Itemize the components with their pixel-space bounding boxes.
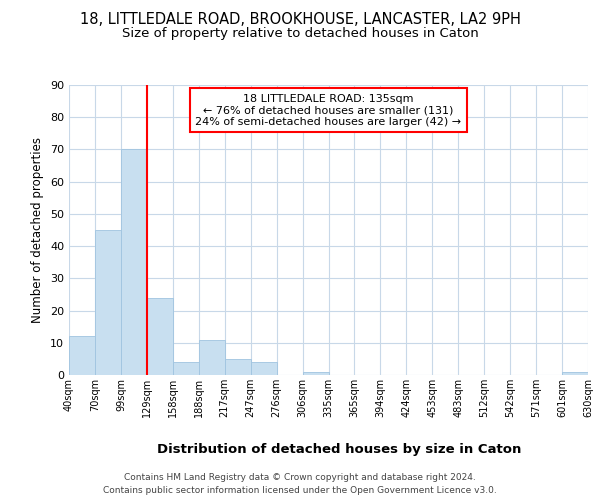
Bar xyxy=(69,336,95,375)
Text: Size of property relative to detached houses in Caton: Size of property relative to detached ho… xyxy=(122,28,478,40)
Text: Contains HM Land Registry data © Crown copyright and database right 2024.: Contains HM Land Registry data © Crown c… xyxy=(124,472,476,482)
Bar xyxy=(95,230,121,375)
Text: 18 LITTLEDALE ROAD: 135sqm
← 76% of detached houses are smaller (131)
24% of sem: 18 LITTLEDALE ROAD: 135sqm ← 76% of deta… xyxy=(196,94,461,127)
Bar xyxy=(173,362,199,375)
Text: Contains public sector information licensed under the Open Government Licence v3: Contains public sector information licen… xyxy=(103,486,497,495)
Bar xyxy=(562,372,588,375)
Text: Distribution of detached houses by size in Caton: Distribution of detached houses by size … xyxy=(157,442,521,456)
Bar xyxy=(251,362,277,375)
Text: 18, LITTLEDALE ROAD, BROOKHOUSE, LANCASTER, LA2 9PH: 18, LITTLEDALE ROAD, BROOKHOUSE, LANCAST… xyxy=(80,12,520,28)
Bar xyxy=(225,359,251,375)
Bar xyxy=(121,150,147,375)
Bar xyxy=(147,298,173,375)
Bar xyxy=(302,372,329,375)
Y-axis label: Number of detached properties: Number of detached properties xyxy=(31,137,44,323)
Bar xyxy=(199,340,224,375)
